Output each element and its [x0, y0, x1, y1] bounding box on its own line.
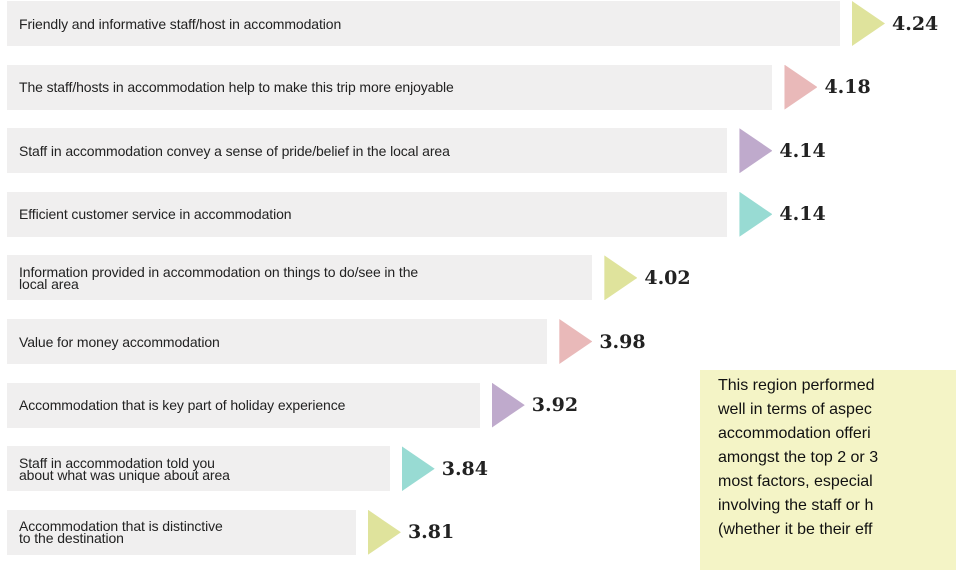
page: {"chart_data": {"type": "bar", "orientat…	[7, 1, 956, 570]
arrow-marker	[491, 382, 525, 428]
bar: Staff in accommodation convey a sense of…	[7, 128, 728, 174]
value-label: 4.18	[824, 76, 871, 99]
value-label: 3.84	[441, 457, 488, 480]
arrow-marker	[784, 64, 818, 110]
bar: The staff/hosts in accommodation help to…	[7, 64, 773, 110]
annotation-line: (whether it be their eff	[718, 521, 873, 538]
bar-label: Value for money accommodation	[19, 333, 220, 350]
bar-label: Accommodation that is distinctive to the…	[19, 518, 223, 547]
bar: Staff in accommodation told you about wh…	[7, 446, 390, 492]
bar: Accommodation that is key part of holida…	[7, 382, 480, 428]
bar: Information provided in accommodation on…	[7, 255, 593, 301]
bar-label: Staff in accommodation told you about wh…	[19, 454, 230, 483]
value-label: 3.98	[599, 330, 646, 353]
bar-label: Accommodation that is key part of holida…	[19, 397, 346, 414]
annotation-line: amongst the top 2 or 3	[718, 449, 879, 466]
annotation-line: most factors, especial	[718, 473, 873, 490]
annotation-line: accommodation offeri	[718, 425, 871, 442]
bar-label: The staff/hosts in accommodation help to…	[19, 79, 454, 96]
arrow-marker	[852, 1, 885, 46]
value-label: 3.81	[407, 521, 455, 544]
bar-label: Friendly and informative staff/host in a…	[19, 15, 342, 32]
bar: Friendly and informative staff/host in a…	[7, 1, 840, 46]
annotation-line: This region performed	[718, 377, 875, 394]
bar: Accommodation that is distinctive to the…	[7, 509, 356, 555]
annotation-line: well in terms of aspec	[718, 401, 872, 418]
bar: Value for money accommodation	[7, 319, 548, 364]
arrow-marker	[559, 319, 593, 364]
bar: Efficient customer service in accommodat…	[7, 191, 728, 237]
arrow-marker	[739, 128, 773, 174]
arrow-marker	[739, 191, 773, 237]
bar-label: Staff in accommodation convey a sense of…	[19, 142, 450, 159]
value-label: 4.02	[644, 266, 691, 289]
value-label: 4.14	[779, 203, 826, 226]
annotation-line: involving the staff or h	[718, 497, 874, 514]
annotation-box: This region performed well in terms of as…	[700, 370, 956, 570]
bar-label: Efficient customer service in accommodat…	[19, 206, 292, 223]
arrow-marker	[367, 509, 401, 555]
arrow-marker	[401, 446, 435, 492]
arrow-marker	[604, 255, 638, 301]
value-label: 4.14	[779, 139, 826, 162]
value-label: 4.24	[892, 12, 939, 35]
bar-label: Information provided in accommodation on…	[19, 263, 419, 292]
value-label: 3.92	[531, 394, 579, 417]
